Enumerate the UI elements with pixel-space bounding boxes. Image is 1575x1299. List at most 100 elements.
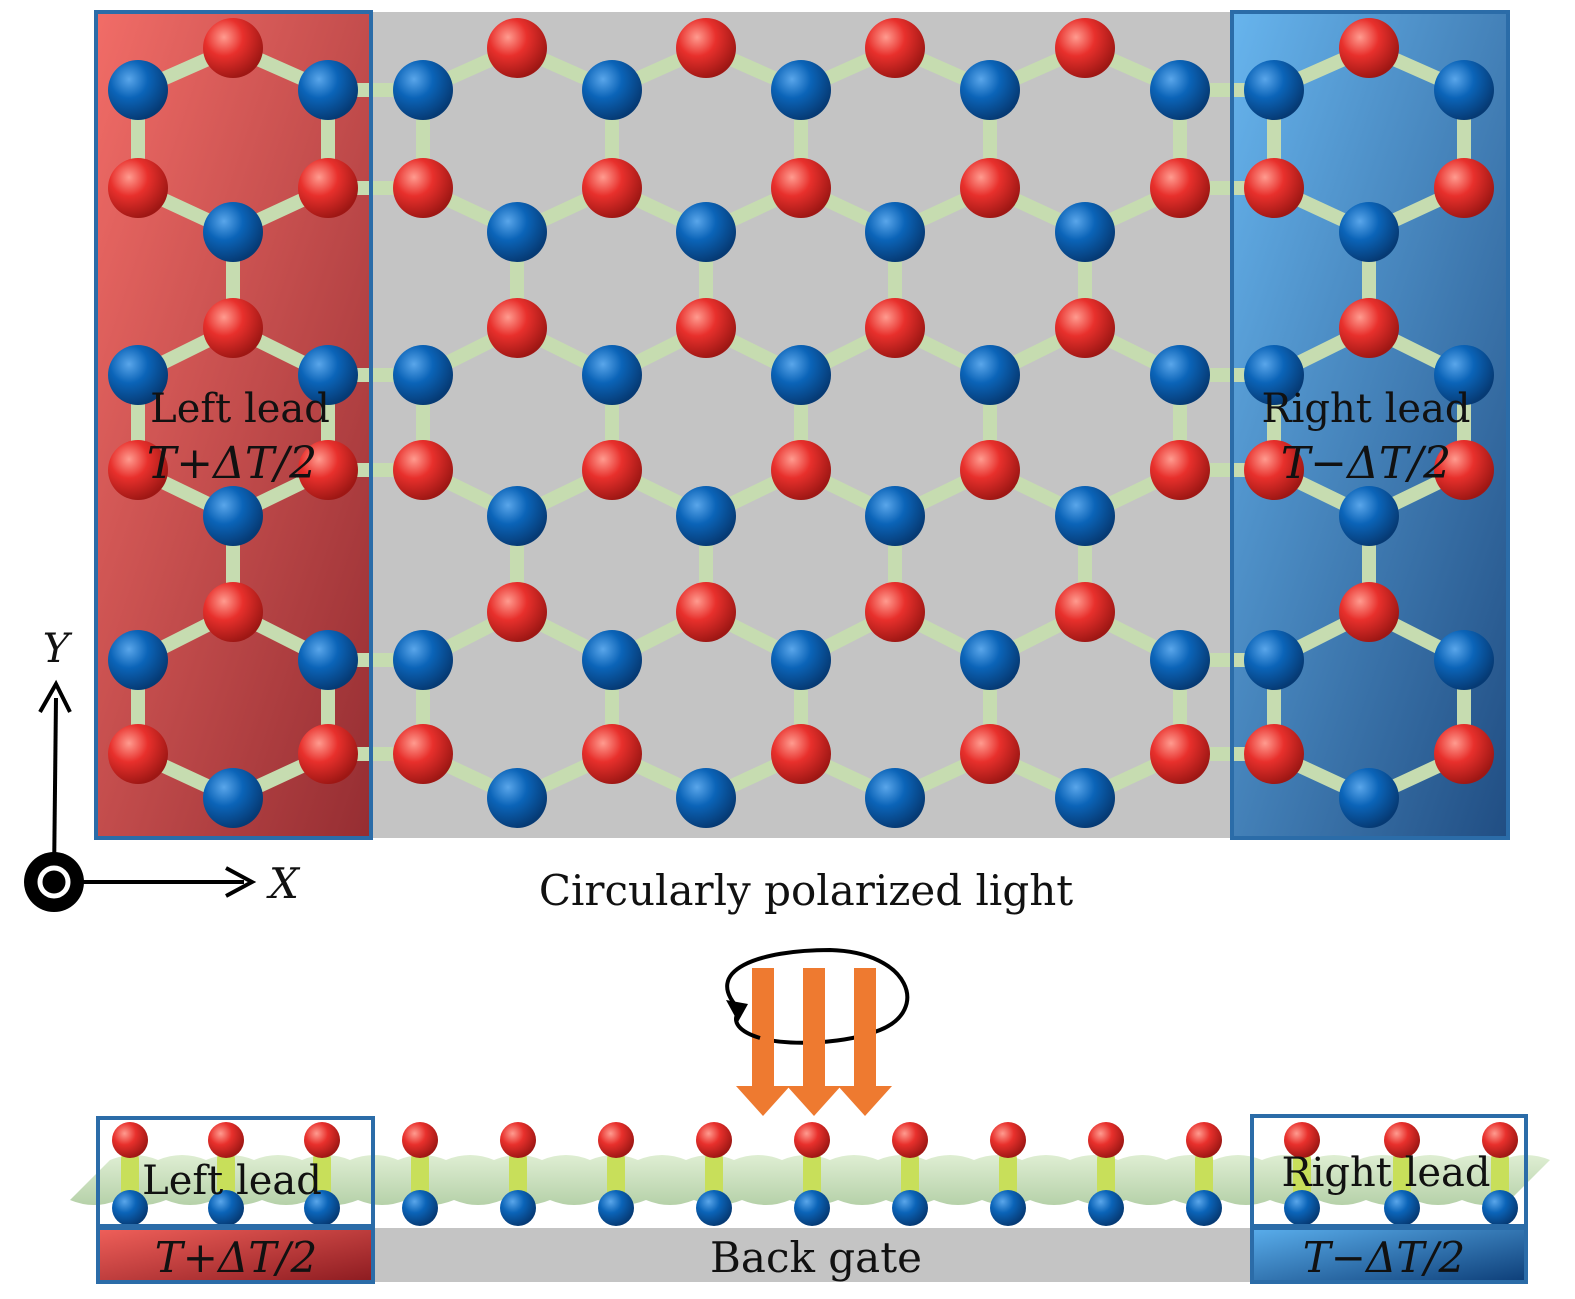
- blue-atom: [487, 486, 547, 546]
- red-atom: [1150, 724, 1210, 784]
- right-lead-label: Right lead: [1262, 386, 1471, 432]
- side-blue-atom: [1088, 1190, 1124, 1226]
- side-blue-atom: [794, 1190, 830, 1226]
- side-vertical-bond: [1195, 1150, 1213, 1202]
- side-vertical-bond: [1293, 1150, 1311, 1202]
- left-lead-temperature: T+ΔT/2: [147, 438, 317, 489]
- left-lead-box: [96, 1116, 375, 1228]
- blue-atom: [582, 345, 642, 405]
- blue-atom: [771, 630, 831, 690]
- red-atom: [582, 440, 642, 500]
- red-atom: [865, 18, 925, 78]
- red-atom: [393, 724, 453, 784]
- side-red-atom: [500, 1122, 536, 1158]
- x-axis-arrowhead: [225, 866, 257, 898]
- blue-atom: [865, 202, 925, 262]
- side-blue-atom: [402, 1190, 438, 1226]
- blue-atom: [1244, 630, 1304, 690]
- red-atom: [108, 158, 168, 218]
- back-gate-label: Back gate: [710, 1233, 922, 1282]
- red-atom: [393, 440, 453, 500]
- red-atom: [1434, 158, 1494, 218]
- blue-atom: [1434, 630, 1494, 690]
- side-vertical-bond: [313, 1150, 331, 1202]
- blue-atom: [1434, 345, 1494, 405]
- side-red-atom: [1088, 1122, 1124, 1158]
- side-vertical-bond: [607, 1150, 625, 1202]
- red-atom: [1434, 440, 1494, 500]
- right-lead-border: [1230, 10, 1510, 840]
- red-atom: [771, 158, 831, 218]
- side-vertical-bond: [217, 1150, 235, 1202]
- red-atom: [582, 158, 642, 218]
- side-left-lead-label: Left lead: [142, 1158, 322, 1204]
- side-left-lead-temperature: T+ΔT/2: [155, 1233, 317, 1282]
- light-arrow-3: [838, 968, 892, 1116]
- red-atom: [1150, 158, 1210, 218]
- blue-atom: [487, 202, 547, 262]
- blue-atom: [1055, 202, 1115, 262]
- blue-atom: [1055, 768, 1115, 828]
- blue-atom: [771, 345, 831, 405]
- red-atom: [676, 18, 736, 78]
- side-red-atom: [1186, 1122, 1222, 1158]
- side-vertical-bond: [1491, 1150, 1509, 1202]
- side-red-atom: [304, 1122, 340, 1158]
- side-blue-atom: [598, 1190, 634, 1226]
- side-blue-atom: [892, 1190, 928, 1226]
- red-atom: [487, 298, 547, 358]
- blue-atom: [1244, 60, 1304, 120]
- y-axis-label: Y: [43, 626, 73, 672]
- side-red-atom: [112, 1122, 148, 1158]
- side-vertical-bond: [509, 1150, 527, 1202]
- red-atom: [1244, 724, 1304, 784]
- red-atom: [108, 440, 168, 500]
- lattice-atoms: [108, 18, 1494, 828]
- blue-atom: [203, 202, 263, 262]
- blue-atom: [771, 60, 831, 120]
- left-lead-border: [94, 10, 373, 840]
- light-label: Circularly polarized light: [539, 866, 1073, 915]
- side-red-atom: [794, 1122, 830, 1158]
- blue-atom: [1339, 202, 1399, 262]
- side-blue-atom: [696, 1190, 732, 1226]
- side-vertical-bond: [411, 1150, 429, 1202]
- blue-atom: [1244, 345, 1304, 405]
- side-vertical-bond: [121, 1150, 139, 1202]
- blue-atom: [1055, 486, 1115, 546]
- side-blue-atom: [990, 1190, 1026, 1226]
- side-red-atom: [1384, 1122, 1420, 1158]
- side-vertical-bond: [1393, 1150, 1411, 1202]
- side-red-atom: [696, 1122, 732, 1158]
- side-view: Left lead Right lead T+ΔT/2 T−ΔT/2 Back …: [70, 1114, 1550, 1284]
- side-blue-atom: [1482, 1190, 1518, 1226]
- blue-atom: [203, 768, 263, 828]
- z-axis-ring: [37, 865, 71, 899]
- red-atom: [1434, 724, 1494, 784]
- blue-atom: [676, 486, 736, 546]
- side-vertical-bond: [999, 1150, 1017, 1202]
- light-arrow-1: [736, 968, 790, 1116]
- top-view: Left lead T+ΔT/2 Right lead T−ΔT/2: [94, 10, 1510, 840]
- red-atom: [1055, 582, 1115, 642]
- y-axis-arrow: [52, 697, 58, 879]
- red-atom: [1339, 298, 1399, 358]
- red-atom: [1244, 158, 1304, 218]
- back-gate: [372, 1228, 1252, 1282]
- blue-atom: [1339, 486, 1399, 546]
- x-axis-label: X: [266, 859, 301, 908]
- side-blue-atom: [500, 1190, 536, 1226]
- left-lead-reservoir: [96, 1226, 375, 1284]
- left-lead-label: Left lead: [150, 386, 330, 432]
- side-blue-atom: [1186, 1190, 1222, 1226]
- red-atom: [1150, 440, 1210, 500]
- blue-atom: [1150, 630, 1210, 690]
- blue-atom: [582, 60, 642, 120]
- red-atom: [1055, 18, 1115, 78]
- side-vertical-bond: [803, 1150, 821, 1202]
- right-lead-reservoir: [1250, 1226, 1528, 1284]
- blue-atom: [298, 630, 358, 690]
- red-atom: [865, 298, 925, 358]
- blue-atom: [960, 630, 1020, 690]
